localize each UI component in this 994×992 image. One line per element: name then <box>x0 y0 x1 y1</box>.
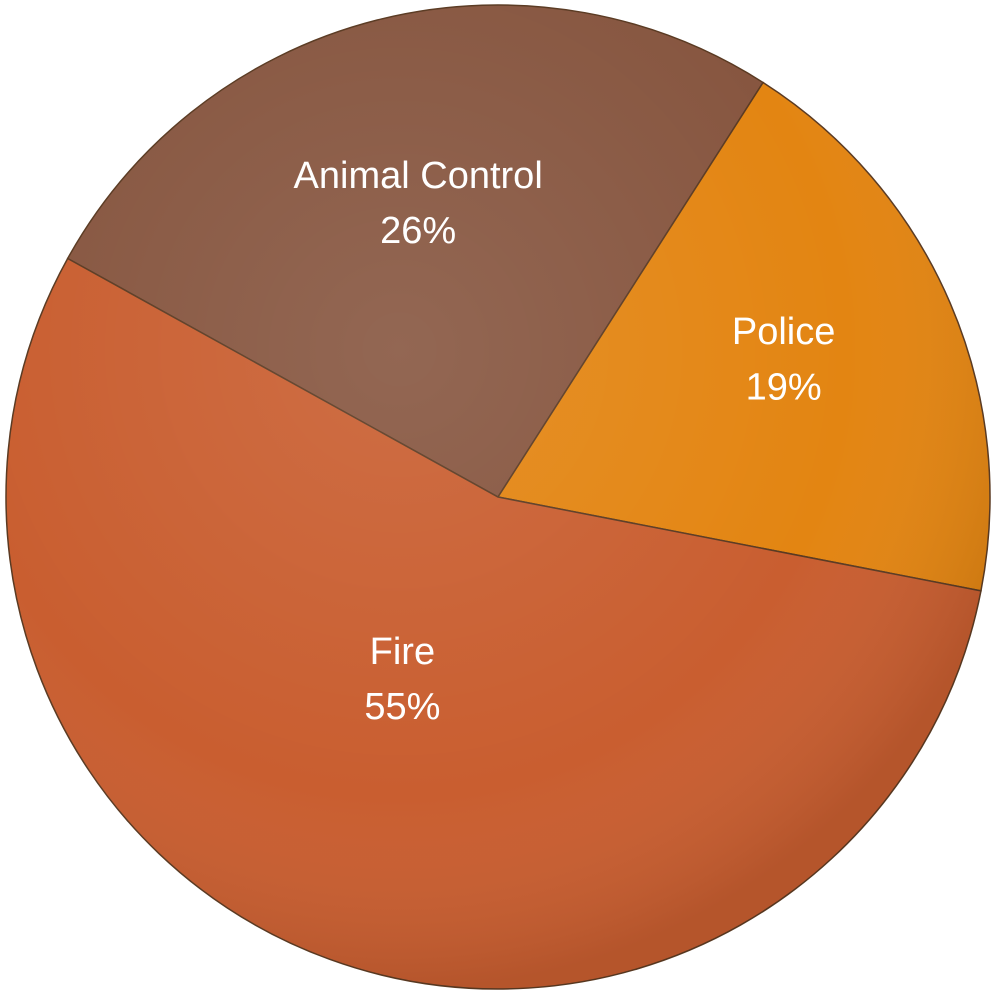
pie-label-percent: 55% <box>364 686 440 728</box>
pie-label-percent: 26% <box>380 210 456 252</box>
pie-label-fire: Fire 55% <box>364 631 440 728</box>
pie-label-percent: 19% <box>746 366 822 408</box>
pie-label-name: Animal Control <box>294 155 543 197</box>
pie-label-police: Police 19% <box>732 311 836 408</box>
pie-slices <box>5 4 991 990</box>
pie-label-animal-control: Animal Control 26% <box>294 155 543 252</box>
pie-label-name: Police <box>732 311 836 353</box>
pie-label-name: Fire <box>370 631 435 673</box>
pie-labels: Animal Control 26% Police 19% Fire 55% <box>294 155 836 728</box>
